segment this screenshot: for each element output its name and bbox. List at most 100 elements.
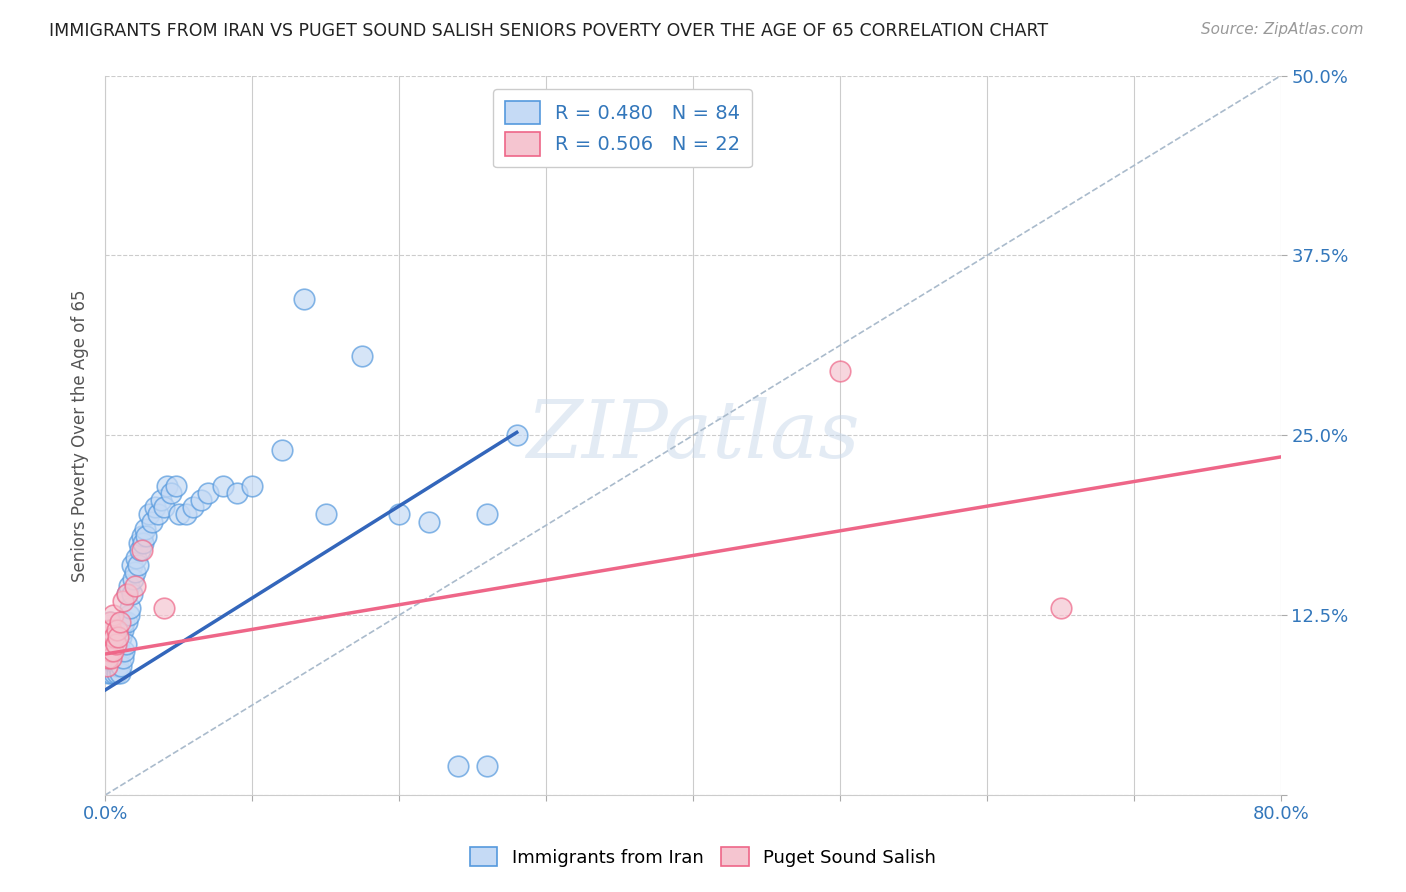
Point	[121, 558, 143, 572]
Point	[150, 493, 173, 508]
Point	[96, 658, 118, 673]
Point	[124, 579, 146, 593]
Point	[98, 644, 121, 658]
Point	[100, 623, 122, 637]
Point	[121, 586, 143, 600]
Point	[132, 536, 155, 550]
Point	[1049, 601, 1071, 615]
Point	[477, 508, 499, 522]
Point	[211, 478, 233, 492]
Point	[156, 478, 179, 492]
Point	[447, 759, 470, 773]
Point	[105, 623, 128, 637]
Point	[315, 508, 337, 522]
Point	[100, 665, 122, 680]
Point	[129, 543, 152, 558]
Point	[112, 644, 135, 658]
Point	[108, 644, 131, 658]
Point	[111, 623, 134, 637]
Point	[98, 615, 121, 630]
Point	[105, 665, 128, 680]
Point	[101, 630, 124, 644]
Point	[127, 558, 149, 572]
Point	[107, 630, 129, 644]
Point	[104, 630, 127, 644]
Point	[107, 658, 129, 673]
Point	[101, 644, 124, 658]
Point	[104, 637, 127, 651]
Text: Source: ZipAtlas.com: Source: ZipAtlas.com	[1201, 22, 1364, 37]
Point	[98, 658, 121, 673]
Point	[100, 623, 122, 637]
Point	[101, 644, 124, 658]
Point	[153, 500, 176, 515]
Point	[98, 630, 121, 644]
Point	[112, 615, 135, 630]
Point	[124, 565, 146, 579]
Point	[135, 529, 157, 543]
Point	[104, 658, 127, 673]
Point	[103, 630, 125, 644]
Point	[143, 500, 166, 515]
Point	[97, 623, 120, 637]
Point	[131, 529, 153, 543]
Point	[96, 623, 118, 637]
Point	[111, 651, 134, 665]
Point	[830, 363, 852, 377]
Point	[96, 630, 118, 644]
Point	[134, 522, 156, 536]
Point	[100, 651, 122, 665]
Point	[125, 550, 148, 565]
Point	[167, 508, 190, 522]
Point	[174, 508, 197, 522]
Y-axis label: Seniors Poverty Over the Age of 65: Seniors Poverty Over the Age of 65	[72, 289, 89, 582]
Point	[138, 508, 160, 522]
Point	[197, 486, 219, 500]
Point	[160, 486, 183, 500]
Point	[418, 515, 440, 529]
Point	[117, 586, 139, 600]
Point	[97, 651, 120, 665]
Point	[100, 637, 122, 651]
Point	[111, 594, 134, 608]
Point	[292, 292, 315, 306]
Point	[352, 349, 374, 363]
Point	[183, 500, 205, 515]
Point	[108, 623, 131, 637]
Point	[120, 601, 142, 615]
Point	[240, 478, 263, 492]
Point	[146, 508, 169, 522]
Point	[131, 543, 153, 558]
Point	[103, 637, 125, 651]
Point	[153, 601, 176, 615]
Legend: R = 0.480   N = 84, R = 0.506   N = 22: R = 0.480 N = 84, R = 0.506 N = 22	[494, 89, 752, 168]
Point	[101, 658, 124, 673]
Point	[270, 442, 292, 457]
Legend: Immigrants from Iran, Puget Sound Salish: Immigrants from Iran, Puget Sound Salish	[463, 840, 943, 874]
Point	[165, 478, 187, 492]
Point	[105, 644, 128, 658]
Point	[118, 608, 141, 623]
Point	[96, 651, 118, 665]
Point	[118, 579, 141, 593]
Point	[98, 644, 121, 658]
Text: IMMIGRANTS FROM IRAN VS PUGET SOUND SALISH SENIORS POVERTY OVER THE AGE OF 65 CO: IMMIGRANTS FROM IRAN VS PUGET SOUND SALI…	[49, 22, 1049, 40]
Point	[110, 630, 132, 644]
Point	[97, 665, 120, 680]
Point	[103, 623, 125, 637]
Point	[190, 493, 212, 508]
Point	[108, 615, 131, 630]
Point	[117, 586, 139, 600]
Point	[114, 637, 136, 651]
Point	[103, 651, 125, 665]
Point	[122, 572, 145, 586]
Point	[98, 615, 121, 630]
Point	[97, 637, 120, 651]
Point	[100, 651, 122, 665]
Text: ZIPatlas: ZIPatlas	[526, 397, 860, 474]
Point	[226, 486, 249, 500]
Point	[141, 515, 163, 529]
Point	[104, 644, 127, 658]
Point	[97, 651, 120, 665]
Point	[477, 759, 499, 773]
